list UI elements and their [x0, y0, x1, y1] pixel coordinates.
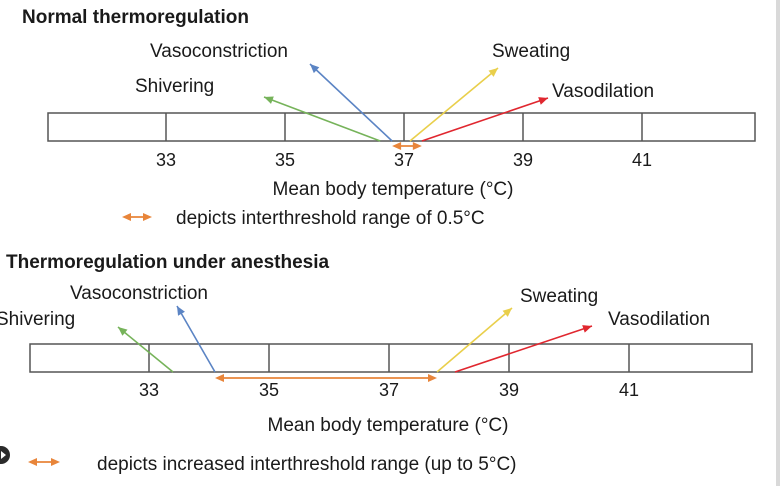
interthreshold-range-arrow-head-right: [412, 142, 422, 150]
tick-label: 33: [139, 380, 159, 400]
tick-label: 33: [156, 150, 176, 170]
response-label: Sweating: [520, 286, 598, 307]
response-arrow-vasoconstriction-line: [309, 63, 393, 142]
response-arrow-shivering-line: [117, 326, 174, 373]
tick-label: 41: [619, 380, 639, 400]
response-label: Shivering: [0, 309, 75, 330]
panel-title: Thermoregulation under anesthesia: [6, 252, 329, 273]
response-arrow-vasodilation-line: [421, 97, 549, 142]
tick-label: 35: [275, 150, 295, 170]
response-label: Shivering: [135, 76, 214, 97]
interthreshold-range-arrow-head-left: [392, 142, 402, 150]
response-arrow-vasoconstriction-line: [176, 305, 216, 373]
response-arrow-shivering-head: [264, 96, 274, 104]
tick-label: 41: [632, 150, 652, 170]
legend-range-arrow-head-right: [51, 458, 60, 466]
legend-range-arrow-head-left: [28, 458, 37, 466]
response-arrow-shivering-line: [263, 96, 381, 142]
media-button-icon[interactable]: [0, 446, 10, 464]
interthreshold-range-arrow-head-left: [215, 374, 224, 382]
tick-label: 39: [499, 380, 519, 400]
tick-label: 39: [513, 150, 533, 170]
legend-text: depicts increased interthreshold range (…: [97, 454, 517, 475]
response-arrow-vasodilation-line: [454, 325, 593, 373]
response-arrow-vasoconstriction-head: [310, 64, 320, 74]
response-arrow-shivering-head: [118, 327, 128, 336]
response-arrow-sweating-head: [502, 308, 512, 317]
response-arrow-vasodilation-head: [582, 325, 592, 333]
response-arrow-vasodilation-head: [538, 97, 548, 105]
tick-label: 37: [394, 150, 414, 170]
legend-text: depicts interthreshold range of 0.5°C: [176, 208, 485, 229]
temperature-scale-bar: [47, 112, 756, 142]
panel-title: Normal thermoregulation: [22, 7, 249, 28]
response-label: Sweating: [492, 41, 570, 62]
window-edge: [776, 0, 780, 486]
axis-label: Mean body temperature (°C): [273, 179, 514, 200]
tick-label: 35: [259, 380, 279, 400]
axis-label: Mean body temperature (°C): [268, 415, 509, 436]
response-label: Vasodilation: [552, 81, 654, 102]
response-arrow-sweating-line: [436, 307, 513, 373]
response-arrow-sweating-line: [409, 67, 499, 142]
response-arrow-sweating-head: [488, 68, 498, 77]
response-label: Vasoconstriction: [150, 41, 288, 62]
legend-range-arrow-head-left: [122, 213, 131, 221]
response-label: Vasoconstriction: [70, 283, 208, 304]
interthreshold-range-arrow-head-right: [428, 374, 437, 382]
response-label: Vasodilation: [608, 309, 710, 330]
legend-range-arrow-head-right: [143, 213, 152, 221]
response-arrow-vasoconstriction-head: [177, 306, 185, 316]
temperature-scale-bar: [29, 343, 753, 373]
tick-label: 37: [379, 380, 399, 400]
